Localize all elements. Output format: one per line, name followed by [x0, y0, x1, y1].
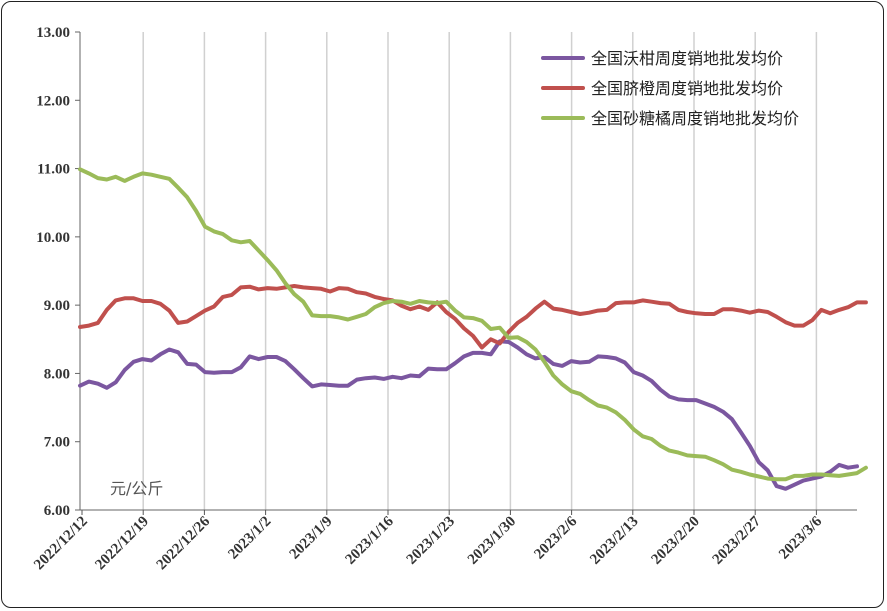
x-tick-label: 2023/1/16: [342, 513, 397, 568]
x-tick-label: 2022/12/26: [154, 513, 214, 573]
y-tick-label: 12.00: [36, 93, 70, 109]
x-tick-label: 2023/2/6: [531, 513, 580, 562]
unit-label: 元/公斤: [110, 479, 163, 498]
x-tick-label: 2022/12/19: [92, 514, 152, 574]
axes: [79, 32, 857, 511]
legend-label: 全国砂糖橘周度销地批发均价: [591, 109, 799, 128]
series-lines: [78, 167, 868, 491]
y-tick-label: 9.00: [44, 298, 70, 314]
x-tick-label: 2022/12/12: [31, 514, 91, 574]
series-line-2: [78, 167, 868, 482]
y-tick-label: 8.00: [44, 366, 70, 382]
y-tick-label: 6.00: [44, 503, 70, 519]
x-tick-label: 2023/2/13: [587, 514, 641, 568]
x-tick-label: 2023/1/23: [404, 514, 458, 568]
x-tick-label: 2023/2/27: [710, 513, 765, 568]
legend-label: 全国脐橙周度销地批发均价: [591, 79, 783, 98]
y-tick-label: 11.00: [37, 162, 70, 178]
x-tick-label: 2023/1/30: [465, 514, 519, 568]
x-tick-label: 2023/2/20: [648, 514, 702, 568]
y-tick-label: 7.00: [44, 435, 70, 451]
grid-lines: [142, 32, 818, 510]
x-tick-label: 2023/3/6: [776, 513, 825, 562]
x-tick-label: 2023/1/2: [225, 514, 274, 563]
y-tick-label: 13.00: [36, 25, 70, 41]
series-line-1: [78, 284, 868, 350]
x-axis-ticks: 2022/12/12 2022/12/19 2022/12/26 2023/1/2 20…: [31, 510, 826, 574]
legend-label: 全国沃柑周度销地批发均价: [591, 49, 783, 68]
x-tick-label: 2023/1/9: [287, 514, 336, 563]
series-line-0: [78, 339, 859, 491]
y-axis-ticks: 6.00 7.00 8.00 9.00 10.00 11.00 12.00 13.00: [36, 25, 80, 519]
y-tick-label: 10.00: [36, 230, 70, 246]
